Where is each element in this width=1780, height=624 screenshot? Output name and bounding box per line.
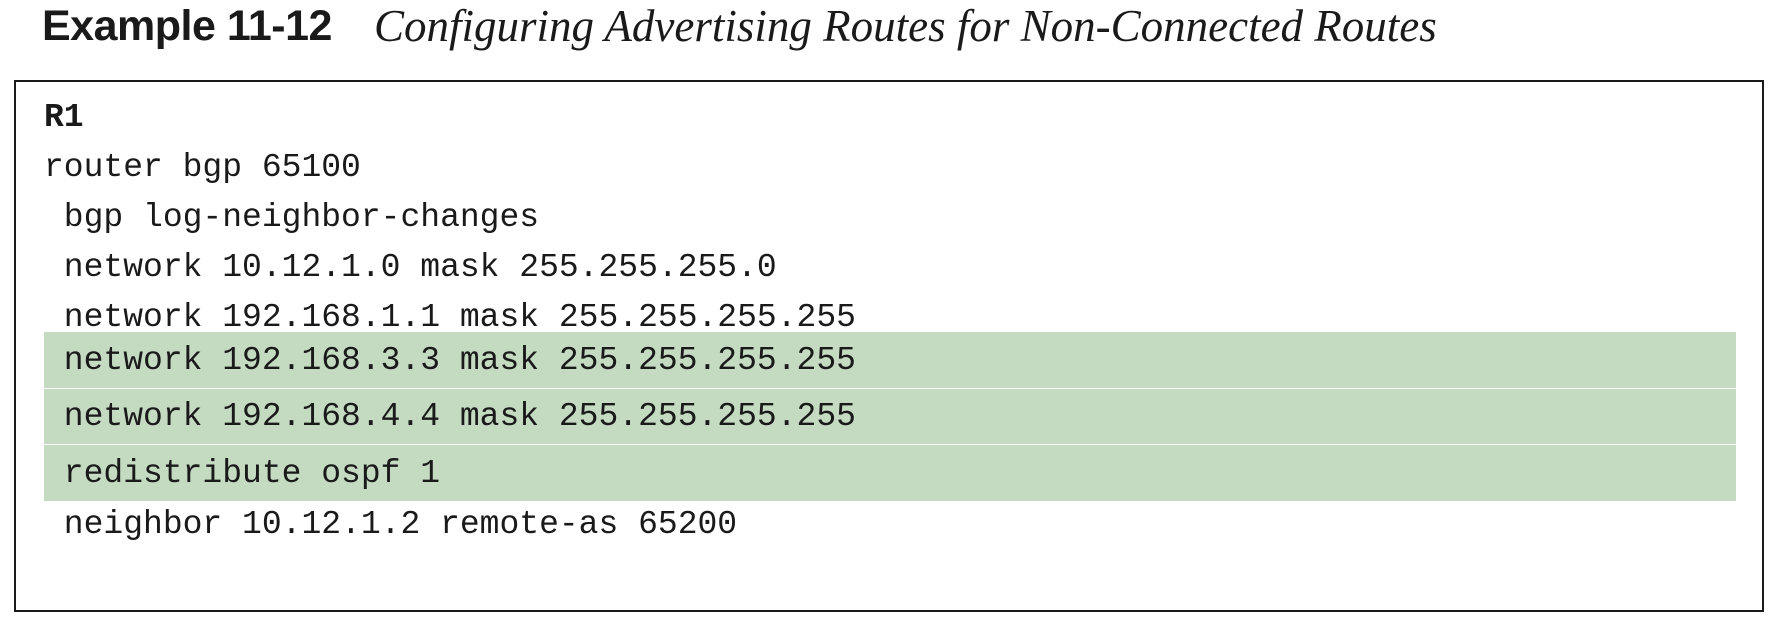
- code-line: neighbor 10.12.1.2 remote-as 65200: [44, 505, 738, 543]
- example-label: Example 11-12: [42, 1, 332, 50]
- code-line-highlighted: redistribute ospf 1: [44, 445, 1736, 501]
- example-header: Example 11-12 Configuring Advertising Ro…: [42, 0, 1437, 52]
- code-listing-box: R1 router bgp 65100 bgp log-neighbor-cha…: [14, 80, 1764, 612]
- code-line-highlighted: network 192.168.4.4 mask 255.255.255.255: [44, 389, 1736, 444]
- code-line-device-name: R1: [44, 98, 84, 136]
- example-title: Configuring Advertising Routes for Non-C…: [373, 1, 1437, 51]
- code-line-highlighted: network 192.168.3.3 mask 255.255.255.255: [44, 332, 1736, 388]
- code-line: bgp log-neighbor-changes: [44, 198, 540, 236]
- code-line: network 192.168.1.1 mask 255.255.255.255: [44, 298, 856, 336]
- code-line: network 10.12.1.0 mask 255.255.255.0: [44, 248, 777, 286]
- code-line: router bgp 65100: [44, 148, 361, 186]
